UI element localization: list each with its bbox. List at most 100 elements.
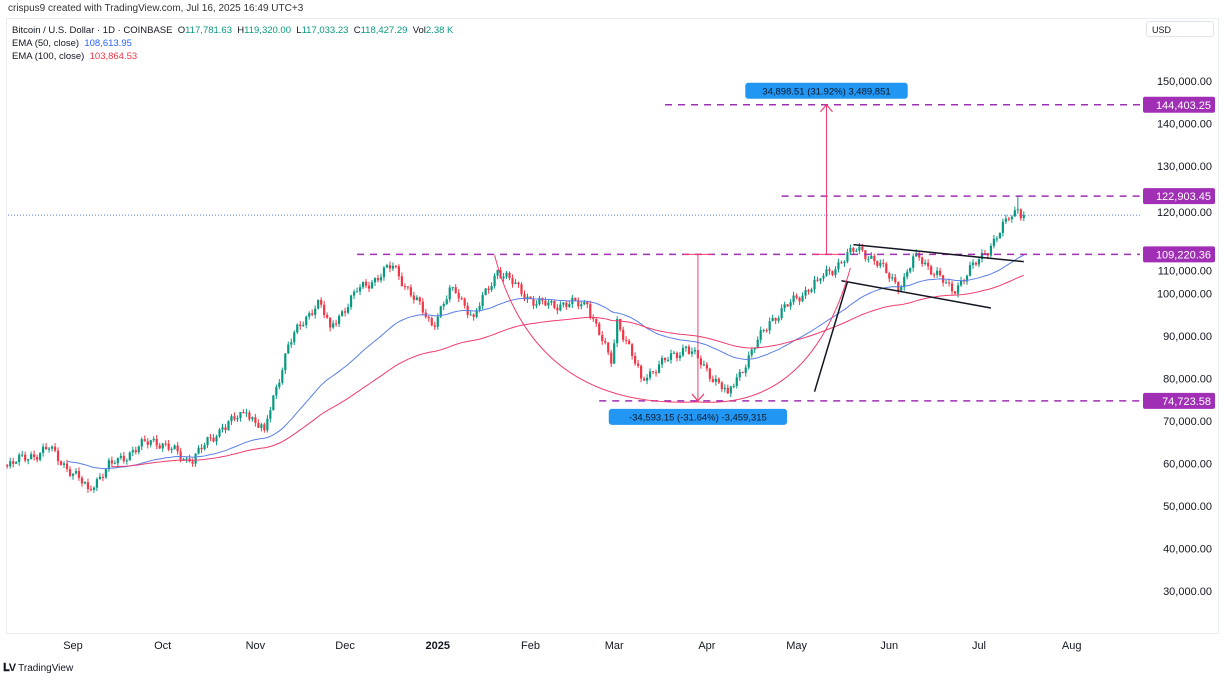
- candle-body: [254, 417, 257, 423]
- candle-body: [589, 304, 592, 318]
- candle-body: [900, 287, 903, 291]
- candle-body: [580, 304, 583, 307]
- candle-body: [774, 317, 777, 321]
- ema100-line: [111, 274, 1025, 468]
- candle-body: [305, 316, 308, 326]
- candle-body: [47, 448, 51, 450]
- candle-body: [394, 265, 398, 267]
- candle-body: [592, 317, 595, 320]
- candle-body: [379, 277, 383, 281]
- measure-label: -34,593.15 (-31.64%) -3,459,315: [629, 412, 767, 423]
- candle-body: [669, 353, 673, 360]
- candle-body: [308, 313, 311, 317]
- currency-selector[interactable]: USD: [1146, 21, 1214, 37]
- price-level-badge: [1143, 392, 1215, 409]
- candle-body: [708, 368, 711, 379]
- candle-body: [840, 262, 843, 264]
- candle-body: [726, 387, 729, 394]
- candle-body: [433, 325, 436, 327]
- candle-body: [577, 300, 580, 307]
- candle-body: [933, 274, 936, 276]
- candle-body: [663, 357, 667, 361]
- candle-body: [720, 382, 723, 390]
- low-label: L: [296, 25, 302, 36]
- candle-body: [735, 377, 738, 386]
- low-value: 117,033.23: [301, 25, 349, 36]
- candle-body: [953, 291, 957, 294]
- candle-body: [12, 461, 15, 464]
- y-tick-label: 140,000.00: [1157, 119, 1212, 131]
- candle-body: [77, 471, 81, 478]
- volume-label: Vol: [412, 25, 426, 36]
- candle-body: [705, 364, 708, 369]
- ema50-row[interactable]: EMA (50, close) 108,613.95: [12, 37, 453, 50]
- candle-body: [642, 378, 646, 381]
- candle-body: [640, 365, 643, 379]
- candle-body: [343, 311, 347, 313]
- y-tick-label: 50,000.00: [1163, 501, 1212, 513]
- candle-body: [128, 452, 131, 461]
- candle-body: [544, 300, 547, 306]
- candle-body: [634, 355, 637, 364]
- candle-body: [619, 319, 622, 330]
- candle-body: [460, 298, 463, 300]
- open-label: O: [177, 25, 186, 36]
- candle-body: [376, 278, 380, 281]
- candle-body: [152, 438, 155, 441]
- candle-body: [846, 252, 849, 262]
- symbol-title[interactable]: Bitcoin / U.S. Dollar · 1D · COINBASE: [12, 25, 173, 36]
- candle-body: [690, 351, 694, 354]
- candle-body: [699, 358, 702, 365]
- candle-body: [215, 436, 218, 442]
- candle-body: [508, 272, 511, 278]
- candle-body: [939, 270, 942, 276]
- candle-body: [834, 269, 837, 275]
- candle-body: [478, 306, 481, 310]
- candle-body: [930, 266, 933, 275]
- candle-body: [227, 421, 230, 431]
- candle-body: [197, 447, 200, 454]
- ema100-row[interactable]: EMA (100, close) 103,864.53: [12, 50, 453, 63]
- candle-body: [795, 295, 798, 298]
- footer-logo-text: TradingView: [18, 663, 74, 674]
- candle-body: [116, 457, 119, 464]
- candle-body: [164, 443, 167, 445]
- candle-body: [971, 262, 975, 266]
- candle-body: [6, 465, 9, 467]
- candle-body: [711, 378, 714, 382]
- candle-body: [882, 262, 885, 264]
- candle-body: [278, 382, 281, 387]
- candle-body: [320, 299, 323, 305]
- close-label: C: [353, 25, 361, 36]
- candle-body: [1001, 221, 1004, 233]
- candle-body: [170, 448, 173, 450]
- candle-body: [490, 286, 493, 290]
- candle-body: [131, 450, 134, 453]
- measure-label-box: [608, 408, 788, 425]
- candle-body: [980, 253, 984, 260]
- candle-body: [505, 272, 508, 277]
- y-tick-label: 70,000.00: [1163, 416, 1212, 428]
- candle-body: [275, 386, 278, 396]
- candle-body: [475, 309, 478, 317]
- ema50-line: [66, 254, 1025, 470]
- candle-body: [24, 454, 27, 461]
- x-tick-label: Sep: [63, 640, 83, 652]
- candle-body: [346, 307, 350, 313]
- candle-body: [454, 287, 457, 293]
- candle-body: [849, 247, 852, 253]
- y-tick-label: 60,000.00: [1163, 459, 1212, 471]
- candle-body: [134, 450, 137, 453]
- candle-body: [843, 261, 846, 264]
- candle-body: [894, 277, 897, 283]
- candle-body: [950, 283, 954, 292]
- candle-body: [517, 282, 520, 285]
- candle-body: [879, 262, 882, 266]
- candle-body: [302, 325, 305, 327]
- candle-body: [496, 270, 499, 276]
- candle-body: [33, 454, 36, 458]
- candle-body: [122, 455, 125, 462]
- candle-body: [338, 315, 341, 324]
- candle-body: [514, 282, 517, 285]
